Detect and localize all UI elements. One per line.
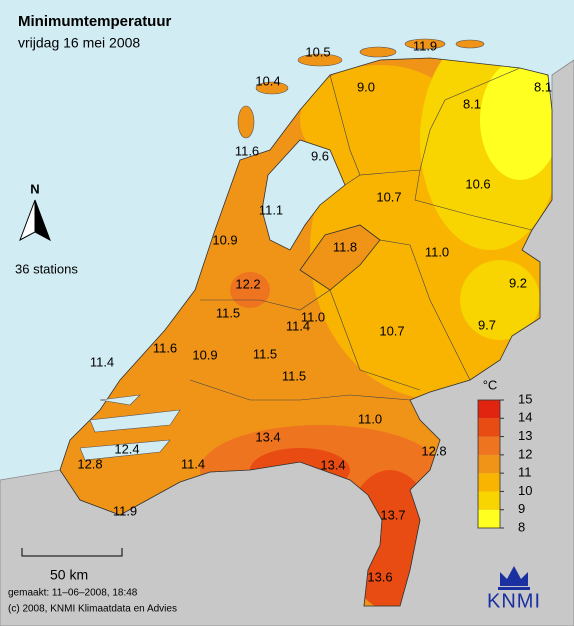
legend-tick-label: 13 (518, 428, 532, 443)
station-value: 12.2 (235, 276, 260, 291)
station-value: 10.4 (255, 73, 280, 88)
station-value: 11.0 (358, 411, 382, 426)
scale-bar (21, 548, 123, 557)
station-value: 11.9 (113, 503, 137, 518)
footer-copyright: (c) 2008, KNMI Klimaatdata en Advies (8, 604, 177, 615)
station-value: 11.4 (286, 318, 310, 333)
legend-band (478, 436, 500, 455)
station-value: 12.8 (77, 456, 102, 471)
legend-band (478, 454, 500, 474)
station-value: 10.5 (305, 44, 330, 59)
station-value: 8.1 (463, 96, 481, 111)
zeeland-waters (79, 394, 181, 461)
legend-band (478, 491, 500, 510)
legend-tick-label: 9 (518, 501, 525, 516)
knmi-crown (498, 566, 530, 590)
legend-unit: °C (483, 377, 498, 392)
legend-band (478, 473, 500, 492)
station-value: 11.8 (333, 239, 357, 254)
subtitle: vrijdag 16 mei 2008 (18, 35, 140, 51)
scale-label: 50 km (50, 567, 88, 583)
station-value: 11.9 (413, 38, 437, 53)
north-label: N (30, 181, 39, 196)
province-borders (189, 67, 533, 401)
station-value: 13.7 (380, 507, 405, 522)
legend-band (478, 418, 500, 437)
legend-tick-label: 14 (518, 410, 532, 425)
station-value: 11.5 (282, 368, 306, 383)
station-value: 10.6 (465, 176, 490, 191)
station-value: 12.4 (114, 441, 139, 456)
station-value: 9.6 (311, 148, 329, 163)
nl-outline (59, 57, 553, 607)
station-value: 10.7 (379, 323, 404, 338)
station-value: 11.5 (253, 346, 277, 361)
legend-tick-label: 12 (518, 446, 532, 461)
station-value: 10.9 (212, 232, 237, 247)
station-value: 11.6 (153, 340, 177, 355)
legend-frame (477, 399, 501, 529)
ijsselmeer (261, 139, 346, 251)
station-value: 11.5 (216, 305, 240, 320)
station-count: 36 stations (15, 261, 78, 276)
station-value: 11.4 (181, 456, 205, 471)
logo: KNMI (487, 590, 541, 612)
station-value: 11.0 (301, 309, 325, 324)
station-value: 13.6 (367, 569, 392, 584)
station-value: 9.7 (478, 317, 496, 332)
station-value: 11.4 (90, 354, 114, 369)
legend-band (478, 400, 500, 419)
station-value: 9.0 (357, 79, 375, 94)
station-value: 10.7 (376, 189, 401, 204)
north-arrow-right (34, 199, 51, 242)
legend-tick-label: 10 (518, 483, 532, 498)
footer-made: gemaakt: 11–06–2008, 18:48 (8, 588, 138, 599)
station-value: 12.8 (421, 443, 446, 458)
station-value: 11.6 (235, 143, 259, 158)
station-value: 13.4 (255, 429, 280, 444)
station-value: 10.9 (192, 347, 217, 362)
station-value: 9.2 (509, 275, 527, 290)
station-value: 11.1 (259, 202, 283, 217)
legend-tick-label: 15 (518, 391, 532, 406)
title: Minimumtemperatuur (18, 13, 172, 30)
legend-tick-label: 11 (518, 465, 532, 480)
station-value: 11.0 (425, 244, 449, 259)
legend-tick-label: 8 (518, 519, 525, 534)
wadden-islands (237, 38, 485, 139)
legend-band (478, 509, 500, 528)
station-value: 13.4 (320, 457, 345, 472)
station-value: 8.1 (534, 79, 552, 94)
